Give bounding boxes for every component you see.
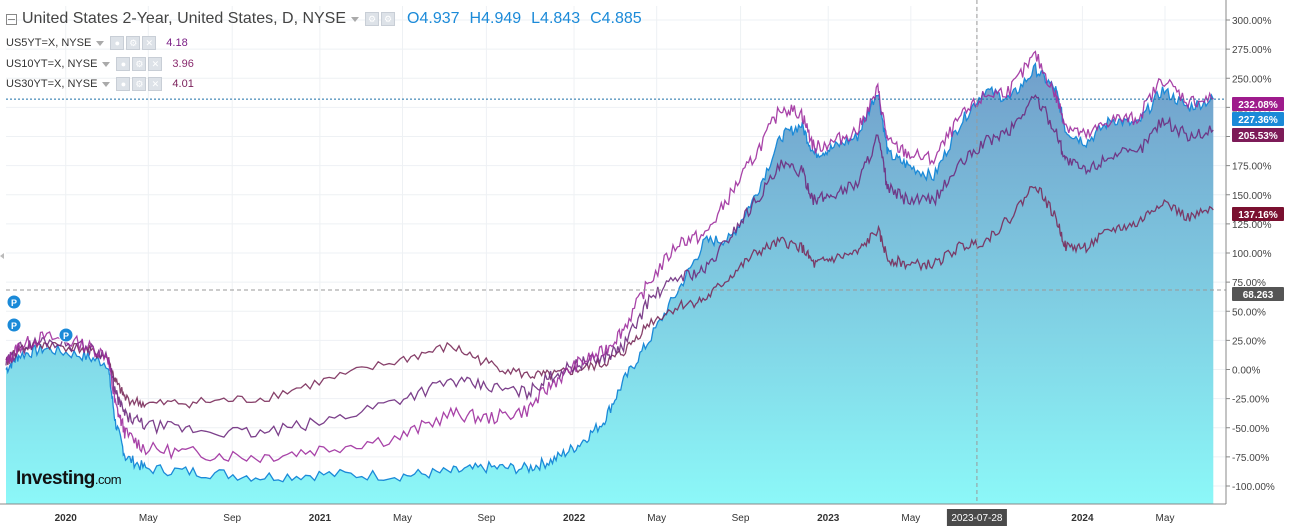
- close-icon[interactable]: ✕: [148, 77, 163, 91]
- crosshair-date-box: [946, 509, 1007, 526]
- crosshair-date-label: 2023-07-28: [951, 513, 1003, 524]
- eye-icon[interactable]: ●: [116, 57, 131, 71]
- y-tick-label: 300.00%: [1232, 16, 1272, 27]
- y-tick-label: -100.00%: [1232, 482, 1275, 493]
- y-tick-label: -75.00%: [1232, 453, 1269, 464]
- event-marker-letter: P: [63, 331, 69, 341]
- close-icon[interactable]: ✕: [148, 57, 163, 71]
- settings-icon[interactable]: ⚙: [381, 12, 396, 26]
- brand-logo: Investing.com: [16, 468, 122, 490]
- x-axis[interactable]: 2020 May Sep 2021 May Sep 2022 May Sep 2023 May 202…: [0, 503, 1226, 526]
- y-tick-label: 150.00%: [1232, 191, 1272, 202]
- y-tick-label: 275.00%: [1232, 45, 1272, 56]
- brand-suffix: .com: [94, 472, 122, 487]
- us2y-area: [6, 63, 1214, 504]
- close-icon[interactable]: ✕: [142, 36, 157, 50]
- overlay-legend-us30y[interactable]: US30YT=X, NYSE ● ⚙ ✕ 4.01: [6, 77, 194, 91]
- x-tick-label: 2020: [55, 513, 78, 524]
- event-marker-icon[interactable]: [6, 294, 22, 310]
- open-value: 4.937: [419, 10, 460, 27]
- x-tick-label: 2023: [817, 513, 840, 524]
- settings-icon[interactable]: ⚙: [132, 77, 147, 91]
- y-axis[interactable]: 300.00%275.00%250.00%225.00%200.00%175.0…: [1225, 0, 1275, 504]
- high-value: 4.949: [481, 10, 522, 27]
- price-tag-label: 227.36%: [1238, 115, 1278, 126]
- settings-icon[interactable]: ⚙: [365, 12, 380, 26]
- eye-icon[interactable]: ●: [116, 77, 131, 91]
- us2y-area-fill: [6, 63, 1214, 504]
- overlay-label: US5YT=X, NYSE: [6, 37, 92, 49]
- price-labels: 232.08% 227.36% 205.53% 137.16% 68.263: [1232, 97, 1284, 301]
- x-tick-label: 2021: [309, 513, 332, 524]
- chevron-down-icon[interactable]: [351, 16, 360, 22]
- y-tick-label: -50.00%: [1232, 424, 1269, 435]
- price-tag-label: 137.16%: [1238, 210, 1278, 221]
- series-line-us5y: [5, 50, 1214, 464]
- x-tick-label: 2022: [563, 513, 586, 524]
- overlay-label: US10YT=X, NYSE: [6, 58, 98, 70]
- scroll-handle-icon[interactable]: [0, 253, 4, 259]
- overlay-legend-us10y[interactable]: US10YT=X, NYSE ● ⚙ ✕ 3.96: [6, 57, 194, 71]
- overlay-value: 4.18: [166, 37, 188, 49]
- series-line-us2y: [5, 61, 1214, 483]
- price-tag-box: [1232, 128, 1284, 142]
- x-tick-label: May: [393, 513, 412, 524]
- settings-icon[interactable]: ⚙: [126, 36, 141, 50]
- x-tick-label: Sep: [223, 513, 241, 524]
- price-tag-label: 205.53%: [1238, 131, 1278, 142]
- y-tick-label: 25.00%: [1232, 336, 1266, 347]
- brand-name: Investing: [16, 468, 95, 489]
- collapse-icon[interactable]: [6, 13, 17, 25]
- low-label: L: [531, 10, 541, 27]
- x-tick-label: Sep: [732, 513, 750, 524]
- y-tick-label: 75.00%: [1232, 278, 1266, 289]
- price-tag-box: [1232, 97, 1284, 111]
- main-series-legend[interactable]: United States 2-Year, United States, D, …: [6, 10, 642, 28]
- x-tick-label: May: [1156, 513, 1175, 524]
- overlay-value: 4.01: [172, 78, 194, 90]
- x-tick-label: 2024: [1071, 513, 1094, 524]
- chevron-down-icon[interactable]: [102, 61, 111, 67]
- overlay-value: 3.96: [172, 58, 194, 70]
- y-tick-label: -25.00%: [1232, 395, 1269, 406]
- x-tick-label: Sep: [477, 513, 495, 524]
- close-label: C: [590, 10, 602, 27]
- x-tick-label: May: [647, 513, 666, 524]
- event-markers[interactable]: P P P: [0, 253, 74, 343]
- low-value: 4.843: [540, 10, 581, 27]
- series-line-us30y: [5, 186, 1214, 409]
- event-marker-letter: P: [11, 298, 17, 308]
- chevron-down-icon[interactable]: [96, 40, 105, 46]
- close-value: 4.885: [601, 10, 642, 27]
- series-line-us10y: [5, 94, 1214, 438]
- chevron-down-icon[interactable]: [102, 81, 111, 87]
- price-tag-label: 68.263: [1243, 290, 1274, 301]
- y-tick-label: 100.00%: [1232, 249, 1272, 260]
- y-tick-label: 50.00%: [1232, 307, 1266, 318]
- open-label: O: [407, 10, 420, 27]
- settings-icon[interactable]: ⚙: [132, 57, 147, 71]
- reference-lines: [6, 0, 1226, 504]
- series-title: United States 2-Year, United States, D, …: [22, 10, 347, 27]
- eye-icon[interactable]: ●: [110, 36, 125, 50]
- y-tick-label: 125.00%: [1232, 220, 1272, 231]
- y-tick-label: 175.00%: [1232, 162, 1272, 173]
- event-marker-icon[interactable]: [58, 327, 74, 343]
- overlay-label: US30YT=X, NYSE: [6, 78, 98, 90]
- price-tag-box: [1232, 287, 1284, 301]
- price-tag-label: 232.08%: [1238, 100, 1278, 111]
- high-label: H: [469, 10, 482, 27]
- yield-lines: [5, 50, 1214, 483]
- event-marker-icon[interactable]: [6, 317, 22, 333]
- x-tick-label: May: [139, 513, 158, 524]
- price-tag-box: [1232, 112, 1284, 126]
- y-tick-label: 0.00%: [1232, 366, 1260, 377]
- y-tick-label: 250.00%: [1232, 74, 1272, 85]
- overlay-legend-us5y[interactable]: US5YT=X, NYSE ● ⚙ ✕ 4.18: [6, 36, 188, 50]
- event-marker-letter: P: [11, 321, 17, 331]
- price-tag-box: [1232, 207, 1284, 221]
- x-tick-label: May: [901, 513, 920, 524]
